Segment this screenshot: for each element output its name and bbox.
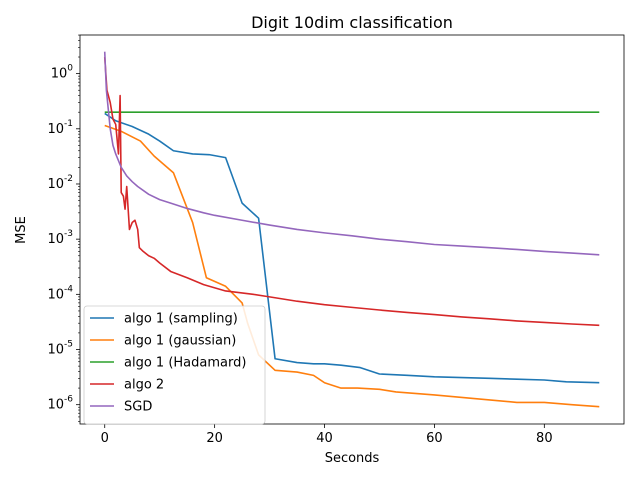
x-tick-label: 80 [536, 431, 553, 446]
x-tick-label: 20 [206, 431, 223, 446]
series-line-3 [103, 56, 600, 327]
legend-box [83, 305, 266, 425]
x-tick-label: 60 [426, 431, 443, 446]
y-tick-label: 10-2 [47, 174, 73, 192]
axes-frame [79, 34, 625, 425]
y-tick-label: 10-1 [47, 119, 73, 137]
legend: algo 1 (sampling) algo 1 (gaussian) algo 1… [83, 305, 266, 425]
legend-label-0: algo 1 (sampling) [124, 312, 238, 327]
chart-title: Digit 10dim classification [251, 13, 453, 32]
series-line-1 [104, 124, 600, 408]
x-axis-label: Seconds [325, 451, 380, 466]
y-tick-label: 10-4 [47, 284, 73, 302]
y-axis-label: MSE [14, 216, 29, 244]
legend-label-3: algo 2 [124, 378, 164, 393]
x-tick-label: 40 [316, 431, 333, 446]
y-tick-label: 10-6 [47, 395, 73, 413]
y-tick-label: 100 [51, 64, 74, 82]
series-line-0 [104, 112, 600, 384]
y-tick-label: 10-3 [47, 229, 73, 247]
plot-area: 0 20 40 60 80 10-6 10-5 10-4 10-3 10-2 10-1 100 [47, 34, 625, 446]
x-tick-label: 0 [101, 431, 109, 446]
legend-label-4: SGD [124, 400, 152, 415]
legend-label-1: algo 1 (gaussian) [124, 334, 236, 349]
y-tick-label: 10-5 [47, 340, 73, 358]
legend-label-2: algo 1 (Hadamard) [124, 356, 246, 371]
series-line-4 [103, 51, 600, 256]
